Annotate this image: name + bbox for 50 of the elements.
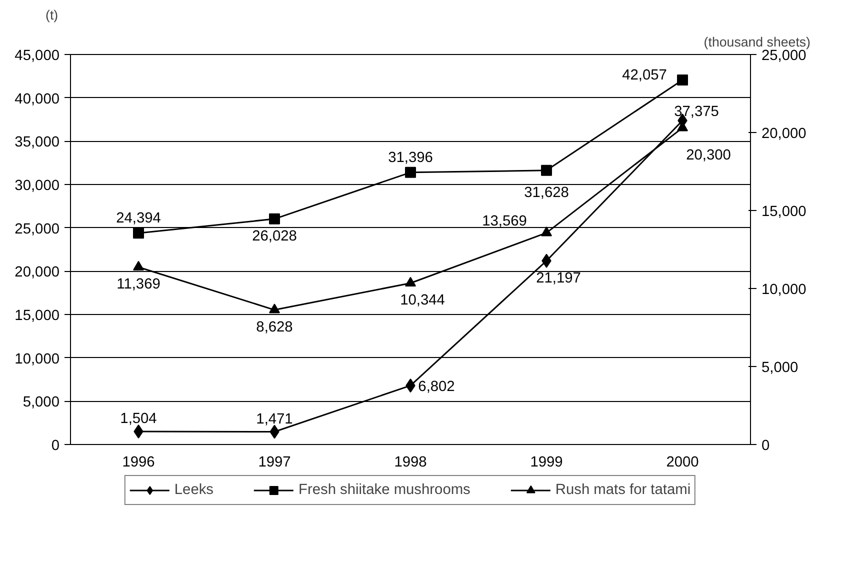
point (541, 164, 552, 176)
legend-label: Rush mats for tatami (555, 482, 691, 498)
data-label: 1,471 (256, 411, 293, 428)
data-label: 31,628 (524, 184, 569, 201)
data-label: 11,369 (116, 276, 160, 293)
y2-tick-label: 10,000 (762, 282, 806, 298)
y2-tick-label: 0 (762, 438, 770, 454)
x-tick-label: 1997 (258, 454, 291, 470)
data-label: 8,628 (256, 319, 293, 336)
x-tick-label: 1998 (394, 454, 427, 470)
point (133, 228, 144, 239)
y-tick-label: 35,000 (14, 134, 60, 151)
point (133, 260, 144, 271)
data-label: 31,396 (388, 150, 433, 166)
data-label: 26,028 (252, 228, 297, 244)
y2-axis-title: (thousand sheets) (704, 34, 811, 50)
point (405, 166, 416, 178)
data-label: 10,344 (400, 292, 445, 309)
y-tick-label: 5,000 (22, 394, 60, 411)
y2-tick-label: 25,000 (762, 48, 806, 64)
y-tick-label: 20,000 (14, 264, 60, 281)
data-label: 1,504 (120, 410, 157, 427)
point (405, 276, 416, 287)
y-tick-label: 30,000 (14, 178, 60, 194)
y-tick-label: 25,000 (14, 221, 60, 238)
y-tick-label: 15,000 (14, 308, 60, 324)
data-label: 42,057 (622, 68, 667, 84)
data-label: 6,802 (418, 379, 455, 396)
legend-label: Leeks (174, 482, 214, 498)
point (269, 304, 280, 314)
y2-tick-label: 5,000 (762, 360, 798, 376)
x-tick-label: 1999 (530, 454, 563, 470)
x-tick-label: 2000 (666, 454, 699, 470)
point (541, 226, 552, 236)
x-tick-label: 1996 (122, 454, 155, 470)
data-label: 20,300 (686, 147, 731, 164)
data-label: 37,375 (674, 104, 719, 120)
y-axis-title: (t) (46, 8, 58, 22)
y-tick-label: 45,000 (14, 48, 60, 64)
y-tick-label: 0 (51, 438, 60, 454)
y-tick-label: 10,000 (14, 351, 60, 368)
legend-label: Fresh shiitake mushrooms (298, 482, 470, 498)
data-label: 24,394 (116, 210, 161, 227)
point (677, 74, 688, 86)
data-label: 21,197 (536, 270, 581, 286)
data-label: 13,569 (482, 213, 527, 230)
point (269, 213, 280, 224)
y2-tick-label: 20,000 (762, 126, 806, 142)
y2-tick-label: 15,000 (762, 204, 806, 220)
y-tick-label: 40,000 (14, 91, 60, 108)
